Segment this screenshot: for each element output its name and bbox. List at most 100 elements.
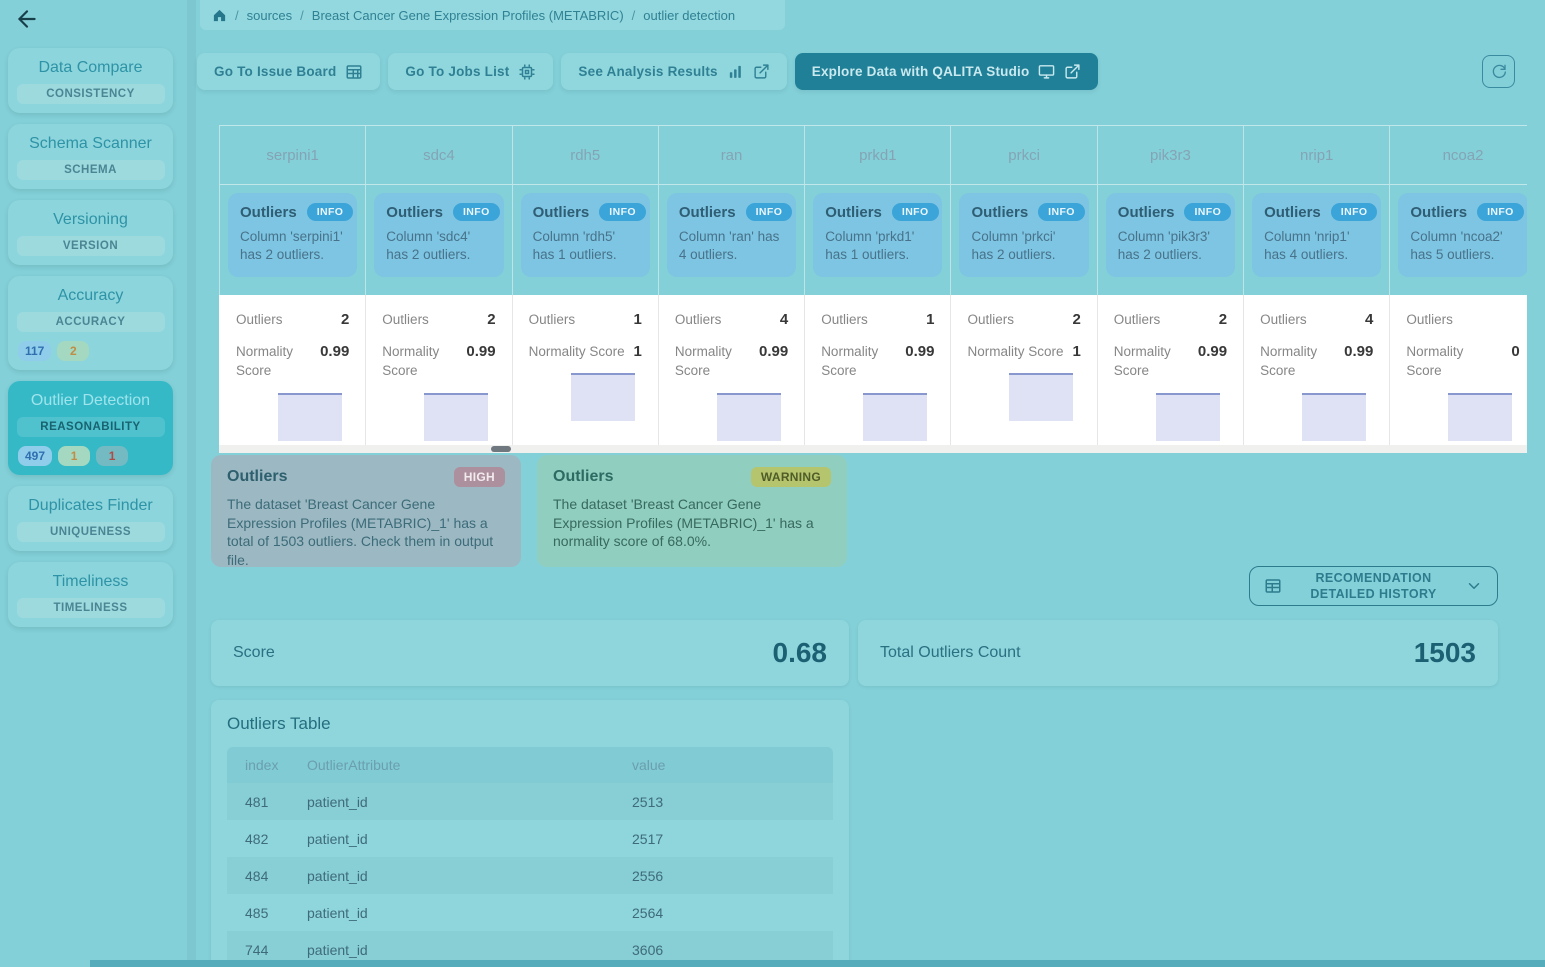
outliers-count-value: 1	[633, 311, 642, 328]
column-stats-cell: Outliers 1 Normality Score 0.99	[805, 295, 952, 445]
normality-score-label: Normality Score	[1406, 343, 1464, 379]
sidebar-divider	[187, 0, 196, 967]
sidebar-item[interactable]: Outlier Detection REASONABILITY 497 1 1	[8, 381, 173, 475]
explore-qalita-studio-button[interactable]: Explore Data with QALITA Studio	[794, 53, 1099, 90]
column-info-cell: Outliers INFO Column 'ran' has 4 outlier…	[659, 185, 806, 295]
back-button[interactable]	[12, 4, 42, 34]
sidebar-item-tag: ACCURACY	[16, 312, 165, 332]
columns-panel: serpini1 sdc4 rdh5 ran prkd1 prkci pik3r3 nrip1…	[219, 125, 1527, 453]
home-icon[interactable]	[212, 8, 227, 23]
info-level-badge: INFO	[745, 203, 793, 221]
column-name-header: sdc4	[366, 126, 513, 184]
table-grid-icon	[1264, 577, 1282, 595]
column-name-header: serpini1	[220, 126, 367, 184]
column-name-header: nrip1	[1244, 126, 1391, 184]
outliers-info-card: Outliers INFO Column 'prkci' has 2 outli…	[959, 193, 1089, 277]
normality-score-value: 1	[633, 342, 642, 360]
cell-value: 2517	[632, 830, 664, 847]
info-card-title: Outliers	[386, 203, 443, 221]
refresh-icon	[1491, 64, 1507, 80]
sidebar-item[interactable]: Data Compare CONSISTENCY	[8, 48, 173, 113]
outliers-count-value: 4	[1365, 311, 1374, 328]
sidebar-item[interactable]: Versioning VERSION	[8, 200, 173, 265]
cell-index: 485	[245, 904, 269, 921]
outliers-info-card: Outliers INFO Column 'ncoa2' has 5 outli…	[1398, 193, 1527, 277]
sidebar-item-tag: TIMELINESS	[16, 598, 165, 618]
external-link-icon	[1064, 63, 1081, 80]
normality-score-value: 1	[1072, 342, 1081, 360]
column-stats-cell: Outliers 2 Normality Score 0.99	[366, 295, 513, 445]
column-info-cell: Outliers INFO Column 'pik3r3' has 2 outl…	[1098, 185, 1245, 295]
sidebar-item[interactable]: Schema Scanner SCHEMA	[8, 124, 173, 189]
info-level-badge: INFO	[306, 203, 354, 221]
outliers-table-row: 484 patient_id 2556	[227, 857, 833, 894]
high-level-badge: HIGH	[453, 467, 505, 487]
breadcrumb-sources[interactable]: sources	[246, 7, 293, 23]
outliers-count-label: Outliers	[382, 312, 429, 327]
toolbar: Go To Issue Board Go To Jobs List See An…	[197, 53, 1099, 90]
go-to-issue-board-button[interactable]: Go To Issue Board	[197, 53, 381, 90]
outliers-info-card: Outliers INFO Column 'nrip1' has 4 outli…	[1252, 193, 1382, 277]
normality-score-label: Normality Score	[1260, 343, 1318, 379]
info-card-message: Column 'ran' has 4 outliers.	[678, 229, 780, 263]
recommendation-detailed-history-button[interactable]: RECOMENDATION DETAILED HISTORY	[1249, 566, 1498, 606]
column-info-cards-row: Outliers INFO Column 'serpini1' has 2 ou…	[219, 185, 1527, 295]
info-card-message: Column 'ncoa2' has 5 outliers.	[1410, 229, 1503, 263]
cell-index: 744	[245, 941, 269, 958]
score-card: Score 0.68	[211, 620, 849, 686]
sidebar-item[interactable]: Timeliness TIMELINESS	[8, 562, 173, 627]
outliers-count-label: Outliers	[1260, 312, 1307, 327]
column-info-cell: Outliers INFO Column 'ncoa2' has 5 outli…	[1390, 185, 1527, 295]
cell-value: 2564	[632, 904, 664, 921]
go-to-jobs-list-button[interactable]: Go To Jobs List	[388, 53, 554, 90]
sidebar-items: Data Compare CONSISTENCY Schema Scanner …	[8, 48, 173, 627]
breadcrumb-dataset[interactable]: Breast Cancer Gene Expression Profiles (…	[311, 7, 624, 23]
total-outliers-label: Total Outliers Count	[880, 644, 1021, 661]
panel-scrollbar-thumb[interactable]	[491, 446, 511, 452]
sidebar-item-title: Outlier Detection	[30, 392, 151, 409]
alert-message: The dataset 'Breast Cancer Gene Expressi…	[227, 496, 494, 568]
column-info-cell: Outliers INFO Column 'sdc4' has 2 outlie…	[366, 185, 513, 295]
warning-level-badge: WARNING	[750, 467, 831, 487]
normality-score-label: Normality Score	[674, 343, 732, 379]
normality-score-label: Normality Score	[382, 343, 440, 379]
arrow-left-icon	[14, 6, 40, 32]
info-card-title: Outliers	[971, 203, 1029, 221]
info-level-badge: INFO	[452, 203, 500, 221]
outliers-count-label: Outliers	[236, 312, 283, 327]
jobs-list-label: Go To Jobs List	[405, 64, 510, 79]
sidebar-item-title: Versioning	[53, 211, 128, 228]
panel-horizontal-scrollbar[interactable]	[219, 445, 1527, 453]
column-name-header: pik3r3	[1098, 126, 1245, 184]
outliers-warning-alert: Outliers WARNING The dataset 'Breast Can…	[537, 455, 847, 567]
normality-score-value: 0	[1511, 342, 1520, 360]
info-card-message: Column 'rdh5' has 1 outliers.	[532, 229, 617, 263]
cell-index: 481	[245, 793, 269, 810]
distribution-histogram	[863, 392, 928, 441]
cell-outlier-attribute: patient_id	[307, 867, 368, 884]
page-horizontal-scrollbar-thumb[interactable]	[90, 960, 1545, 967]
sidebar-item-tag: REASONABILITY	[16, 417, 165, 437]
total-outliers-card: Total Outliers Count 1503	[858, 620, 1498, 686]
info-level-badge: INFO	[1038, 203, 1085, 221]
column-name-header: ran	[659, 126, 806, 184]
column-stats-cell: Outliers 1 Normality Score 1	[513, 295, 659, 445]
see-analysis-results-button[interactable]: See Analysis Results	[561, 53, 787, 90]
analysis-results-label: See Analysis Results	[578, 64, 718, 79]
info-card-message: Column 'prkci' has 2 outliers.	[971, 229, 1056, 263]
info-card-title: Outliers	[678, 203, 736, 221]
column-stats-cell: Outliers 4 Normality Score 0.99	[659, 295, 806, 445]
explore-label: Explore Data with QALITA Studio	[811, 64, 1030, 79]
sidebar-item[interactable]: Accuracy ACCURACY 117 2	[8, 276, 173, 370]
info-card-title: Outliers	[1117, 203, 1175, 221]
distribution-histogram	[424, 392, 489, 441]
sidebar-item-title: Schema Scanner	[29, 135, 152, 152]
outliers-count-label: Outliers	[1113, 312, 1161, 327]
outliers-table-body: 481 patient_id 2513 482 patient_id 2517 …	[227, 783, 833, 967]
outliers-info-card: Outliers INFO Column 'rdh5' has 1 outlie…	[520, 193, 650, 277]
cell-outlier-attribute: patient_id	[307, 904, 368, 921]
refresh-button[interactable]	[1482, 55, 1515, 88]
sidebar-item[interactable]: Duplicates Finder UNIQUENESS	[8, 486, 173, 551]
recommendation-label-line1: RECOMENDATION	[1315, 570, 1432, 585]
